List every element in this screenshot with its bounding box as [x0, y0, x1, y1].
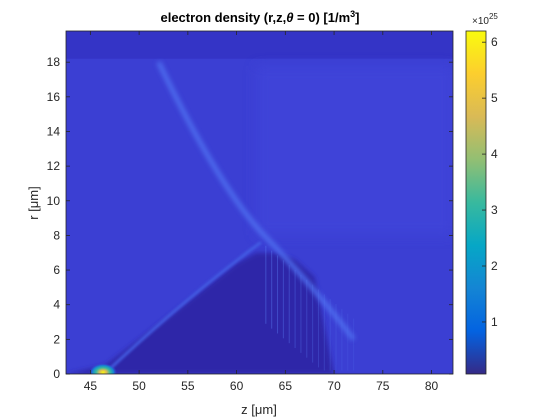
colorbar-tick-label: 5 [491, 91, 498, 105]
colorbar-tick-label: 3 [491, 203, 498, 217]
heatmap-top-band [66, 31, 453, 59]
y-tick-label: 8 [53, 228, 60, 242]
y-tick-label: 14 [47, 124, 61, 138]
plot-axes-box [65, 30, 454, 375]
y-tick-label: 18 [47, 55, 61, 69]
heatmap-cavity-edge [108, 241, 262, 370]
heatmap-cavity [66, 252, 335, 374]
y-axis-ticks: 0 2 4 6 8 10 12 14 16 18 [47, 55, 453, 381]
colorbar-gradient [465, 30, 487, 375]
y-tick-label: 4 [53, 298, 60, 312]
y-tick-label: 12 [47, 159, 61, 173]
chart-title: electron density (r,z,θ = 0) [1/m3] [160, 9, 359, 25]
x-tick-label: 70 [327, 379, 341, 393]
y-tick-label: 6 [53, 263, 60, 277]
x-tick-label: 75 [376, 379, 390, 393]
x-tick-label: 80 [425, 379, 439, 393]
y-axis-label: r [μm] [26, 186, 41, 220]
x-tick-label: 60 [230, 379, 244, 393]
colorbar-ticks: 1 2 3 4 5 6 [482, 35, 498, 329]
colorbar-exponent: ×1025 [472, 12, 498, 27]
y-tick-label: 0 [53, 367, 60, 381]
x-tick-label: 65 [279, 379, 293, 393]
colorbar-tick-label: 1 [491, 315, 498, 329]
heatmap-field [66, 31, 453, 374]
y-tick-label: 16 [47, 90, 61, 104]
x-tick-label: 50 [132, 379, 146, 393]
x-tick-label: 55 [181, 379, 195, 393]
colorbar-tick-label: 6 [491, 35, 498, 49]
heatmap-hot-spot [89, 363, 118, 374]
colorbar-tick-label: 2 [491, 259, 498, 273]
x-axis-ticks: 45 50 55 60 65 70 75 80 [84, 31, 439, 393]
colorbar: 1 2 3 4 5 6 ×1025 [465, 12, 498, 375]
y-tick-label: 10 [47, 194, 61, 208]
heatmap-density-ridge [156, 61, 356, 341]
x-tick-label: 45 [84, 379, 98, 393]
x-axis-label: z [μm] [241, 402, 277, 417]
y-tick-label: 2 [53, 332, 60, 346]
heatmap-light-region [256, 65, 453, 236]
colorbar-tick-label: 4 [491, 147, 498, 161]
